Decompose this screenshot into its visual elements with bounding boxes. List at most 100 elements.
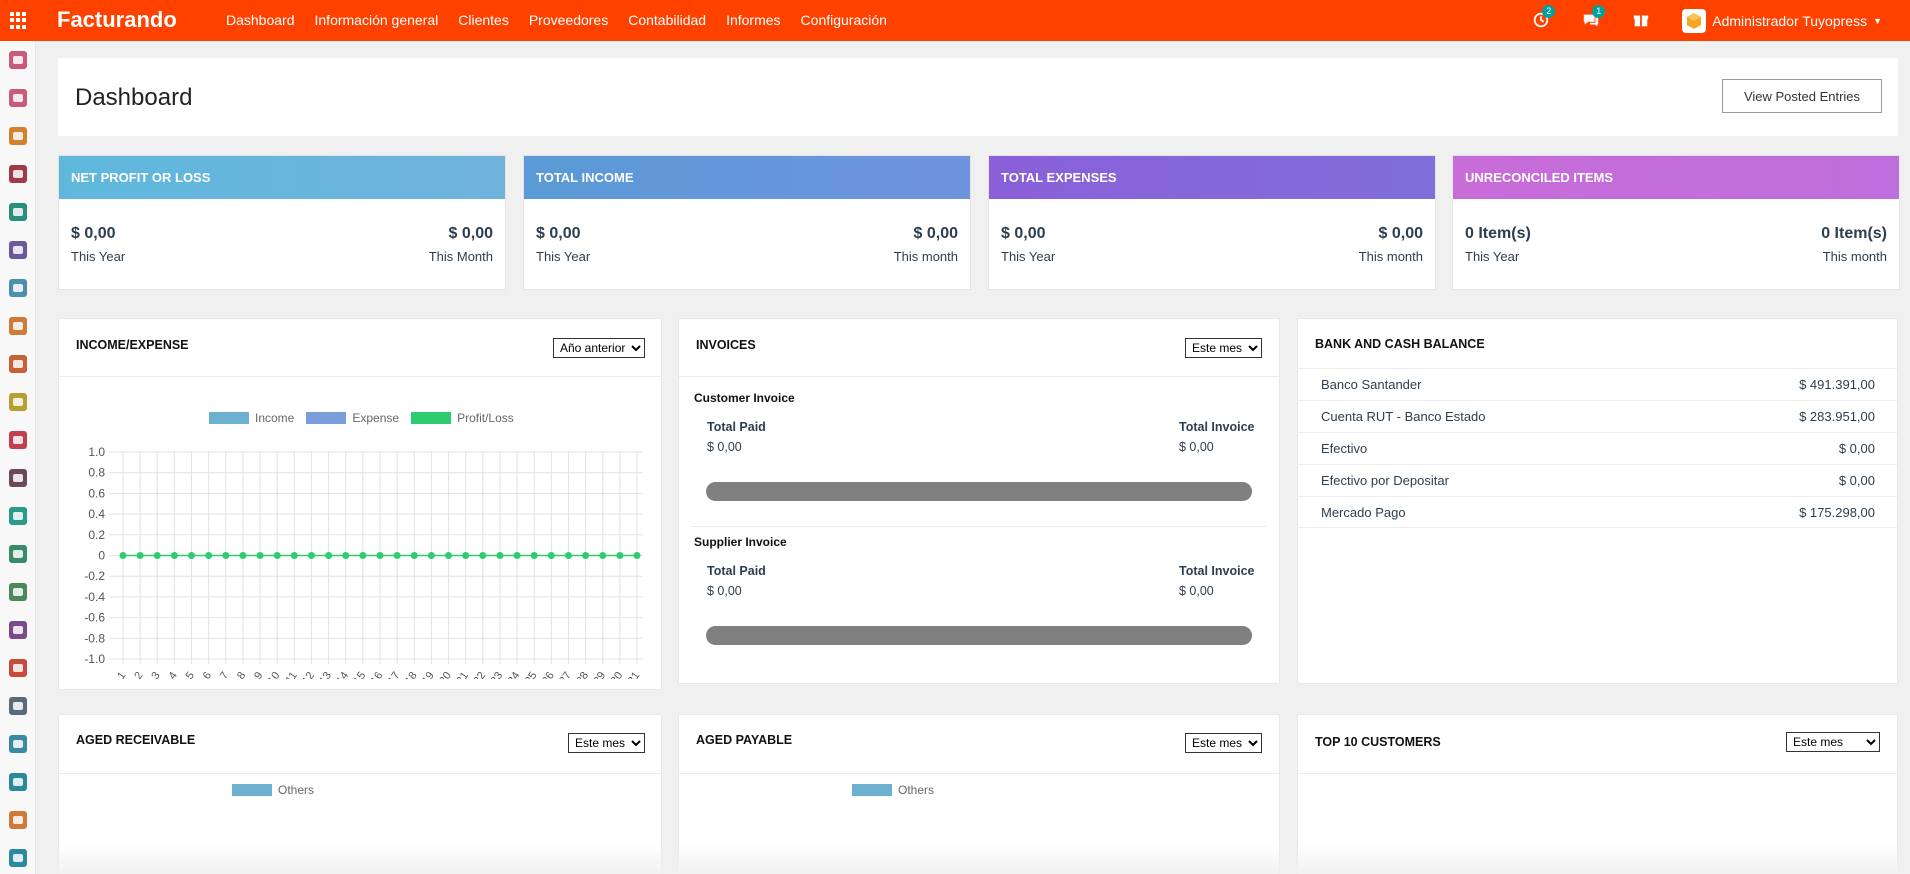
kpi-year-value: 0 Item(s): [1465, 225, 1531, 242]
bank-row[interactable]: Efectivo $ 0,00: [1298, 432, 1897, 464]
view-posted-entries-button[interactable]: View Posted Entries: [1722, 79, 1882, 113]
dashboard-icon[interactable]: [9, 89, 27, 107]
pos-icon[interactable]: [9, 469, 27, 487]
profit-loss-point: [222, 552, 230, 559]
x-tick-label: 1: [115, 670, 128, 679]
x-tick-label: 7: [218, 670, 231, 679]
legend-item-others[interactable]: Others: [852, 783, 934, 797]
profit-loss-point: [547, 552, 555, 559]
x-tick-label: 29: [591, 670, 608, 679]
email-marketing-icon[interactable]: [9, 697, 27, 715]
crm-icon[interactable]: [9, 241, 27, 259]
period-select[interactable]: Este mes: [1185, 338, 1262, 358]
customer-total-invoice-value: $ 0,00: [1179, 440, 1214, 454]
panel-title: AGED PAYABLE: [696, 733, 793, 747]
legend-item-expense[interactable]: Expense: [306, 411, 399, 425]
bank-row[interactable]: Cuenta RUT - Banco Estado $ 283.951,00: [1298, 400, 1897, 432]
profit-loss-point: [427, 552, 435, 559]
period-select[interactable]: Este mes: [1786, 732, 1880, 752]
aged-receivable-panel: AGED RECEIVABLE Este mes Others: [58, 714, 662, 874]
payments-icon[interactable]: [9, 279, 27, 297]
supplier-total-paid-label: Total Paid: [707, 564, 766, 578]
invoicing-icon[interactable]: [9, 317, 27, 335]
menu-proveedores[interactable]: Proveedores: [528, 12, 609, 28]
kpi-net-profit: NET PROFIT OR LOSS $ 0,00 This Year $ 0,…: [58, 155, 506, 290]
chart-icon[interactable]: [9, 127, 27, 145]
menu-informes[interactable]: Informes: [726, 12, 781, 28]
profit-loss-point: [445, 552, 453, 559]
app-sidebar: [0, 41, 36, 874]
y-tick-label: 0.4: [88, 507, 105, 521]
discuss-icon[interactable]: [9, 51, 27, 69]
bank-row[interactable]: Banco Santander $ 491.391,00: [1298, 368, 1897, 400]
menu-dashboard[interactable]: Dashboard: [226, 12, 295, 28]
supplier-invoice-progress: [706, 626, 1252, 645]
chevron-down-icon[interactable]: ▼: [1873, 15, 1882, 26]
kpi-month-value: $ 0,00: [448, 225, 493, 242]
inventory-icon[interactable]: [9, 165, 27, 183]
documents-icon[interactable]: [9, 735, 27, 753]
y-tick-label: 0: [98, 549, 105, 563]
profit-loss-point: [530, 552, 538, 559]
team-icon[interactable]: [9, 849, 27, 867]
period-select[interactable]: Este mes: [1185, 733, 1262, 753]
tools-icon[interactable]: [9, 545, 27, 563]
bank-account-amount: $ 0,00: [1838, 473, 1875, 488]
kpi-year-caption: This Year: [536, 249, 591, 264]
period-select[interactable]: Año anterior: [553, 338, 645, 358]
calendar-icon[interactable]: [9, 393, 27, 411]
x-tick-label: 10: [266, 670, 283, 679]
contacts-icon[interactable]: [9, 203, 27, 221]
page-title: Dashboard: [75, 84, 193, 111]
profit-loss-point: [410, 552, 418, 559]
bank-account-amount: $ 175.298,00: [1799, 505, 1875, 520]
x-tick-label: 22: [471, 670, 488, 679]
employees-icon[interactable]: [9, 507, 27, 525]
menu-configuracion[interactable]: Configuración: [800, 12, 887, 28]
income-expense-chart: 1.00.80.60.40.20-0.2-0.4-0.6-0.8-1.01 2 3 4…: [84, 445, 643, 679]
profit-loss-point: [290, 552, 298, 559]
menu-contabilidad[interactable]: Contabilidad: [628, 12, 707, 28]
panel-title: AGED RECEIVABLE: [76, 733, 196, 747]
user-avatar-icon[interactable]: [1682, 8, 1707, 33]
y-tick-label: -1.0: [84, 652, 105, 666]
legend-item-others[interactable]: Others: [232, 783, 314, 797]
website-icon[interactable]: [9, 355, 27, 373]
y-tick-label: -0.6: [84, 611, 105, 625]
profit-loss-point: [342, 552, 350, 559]
customer-invoice-label: Customer Invoice: [694, 391, 795, 405]
activity-clock-icon[interactable]: 2: [1532, 4, 1556, 31]
notes-icon[interactable]: [9, 811, 27, 829]
x-tick-label: 31: [626, 670, 643, 679]
bank-row[interactable]: Efectivo por Depositar $ 0,00: [1298, 464, 1897, 496]
fleet-icon[interactable]: [9, 583, 27, 601]
messages-chat-icon[interactable]: 1: [1582, 4, 1606, 31]
profit-loss-point: [513, 552, 521, 559]
bank-row[interactable]: Mercado Pago $ 175.298,00: [1298, 496, 1897, 528]
sales-icon[interactable]: [9, 431, 27, 449]
chart-legend: Others: [232, 783, 326, 797]
profit-loss-point: [462, 552, 470, 559]
user-name[interactable]: Administrador Tuyopress: [1712, 12, 1868, 29]
apps-puzzle-icon[interactable]: [9, 621, 27, 639]
kpi-header: UNRECONCILED ITEMS: [1453, 156, 1899, 199]
brand-name[interactable]: Facturando: [57, 7, 177, 32]
bank-account-name: Efectivo: [1321, 441, 1368, 456]
tags-icon[interactable]: [9, 773, 27, 791]
timer-icon[interactable]: [9, 659, 27, 677]
apps-menu-icon[interactable]: [10, 12, 27, 29]
legend-item-profit-loss[interactable]: Profit/Loss: [411, 411, 514, 425]
menu-informacion-general[interactable]: Información general: [314, 12, 439, 28]
period-select[interactable]: Este mes: [568, 733, 645, 753]
profit-loss-point: [393, 552, 401, 559]
x-tick-label: 3: [149, 670, 162, 679]
kpi-header: TOTAL INCOME: [524, 156, 970, 199]
gift-icon[interactable]: [1632, 11, 1652, 31]
profit-loss-point: [273, 552, 281, 559]
profit-loss-point: [633, 552, 641, 559]
legend-item-income[interactable]: Income: [209, 411, 294, 425]
bank-account-amount: $ 0,00: [1838, 441, 1875, 456]
menu-clientes[interactable]: Clientes: [458, 12, 509, 28]
kpi-header: NET PROFIT OR LOSS: [59, 156, 505, 199]
kpi-month-caption: This month: [1822, 249, 1887, 264]
